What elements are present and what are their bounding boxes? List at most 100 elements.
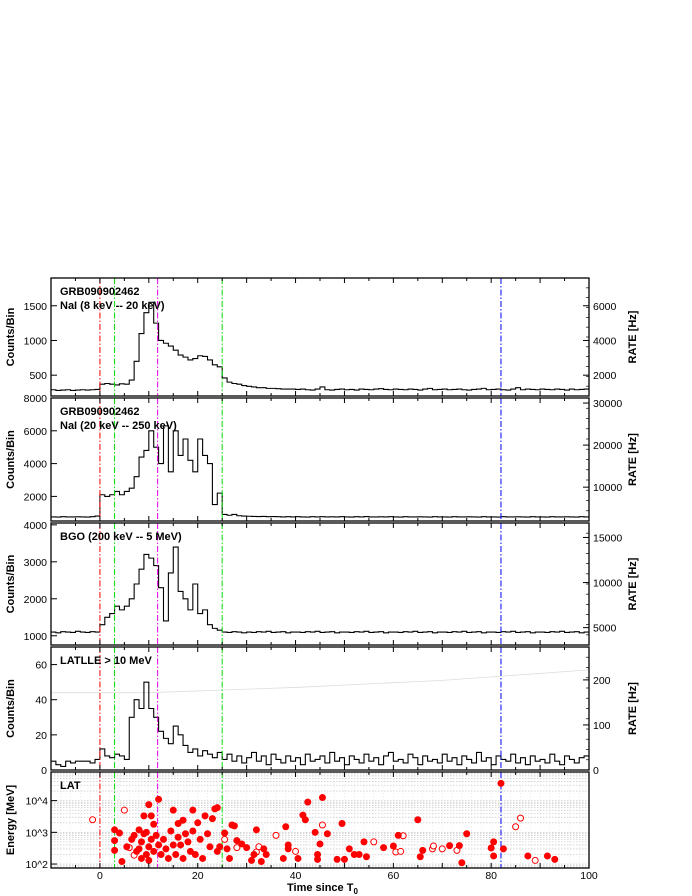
rate-tick-label: 30000 — [593, 398, 622, 410]
rate-tick-label: 4000 — [593, 335, 617, 347]
x-tick-label: 100 — [580, 870, 598, 882]
lat-event — [179, 816, 187, 824]
lat-event — [233, 837, 241, 845]
y-axis-label: Energy [MeV] — [5, 785, 17, 856]
lat-event — [155, 841, 163, 849]
lat-event — [182, 830, 189, 838]
lat-event — [137, 838, 145, 846]
y-tick-label: 10^4 — [26, 796, 49, 808]
y-tick-label: 40 — [35, 695, 47, 707]
lat-event — [169, 806, 177, 814]
right-axis-label: RATE [Hz] — [627, 310, 639, 363]
lat-event — [118, 858, 126, 866]
right-axis-label: RATE [Hz] — [627, 433, 639, 486]
lat-event — [206, 843, 214, 851]
lat-event — [355, 850, 363, 858]
lat-event — [191, 850, 199, 858]
lat-event — [316, 840, 324, 848]
lat-event — [167, 827, 175, 835]
lat-event — [250, 850, 258, 858]
lat-event — [123, 843, 131, 851]
lat-event — [189, 806, 197, 814]
lat-event-open — [89, 816, 97, 824]
lat-event — [318, 794, 326, 802]
x-axis-label-main: Time since T — [287, 882, 354, 894]
y-tick-label: 2000 — [24, 594, 48, 606]
panel-title: BGO (200 keV -- 5 MeV) — [60, 531, 182, 543]
lat-event — [147, 835, 155, 843]
lat-event — [213, 804, 221, 812]
lat-event — [338, 819, 346, 827]
rate-tick-label: 5000 — [593, 623, 617, 635]
lat-event — [279, 854, 287, 862]
lat-event — [419, 846, 427, 854]
rate-tick-label: 15000 — [593, 532, 622, 544]
lat-event — [196, 835, 204, 843]
y-tick-label: 500 — [29, 370, 47, 382]
lat-event — [455, 842, 463, 850]
lat-event-open — [318, 821, 326, 829]
x-tick-label: 40 — [290, 870, 302, 882]
lat-event — [282, 823, 290, 831]
rate-tick-label: 6000 — [593, 301, 617, 313]
lat-event — [150, 847, 158, 855]
light-curve — [51, 301, 589, 391]
lat-event — [145, 843, 153, 851]
panel-title: LATLLE > 10 MeV — [60, 655, 152, 667]
lat-event — [135, 826, 143, 834]
lat-event — [145, 801, 153, 809]
lat-event — [360, 838, 368, 846]
lat-event — [414, 816, 422, 824]
lat-event — [189, 827, 197, 835]
lat-event — [238, 840, 246, 848]
lat-event — [201, 812, 209, 820]
y-tick-label: 1000 — [24, 335, 48, 347]
lat-event — [524, 852, 532, 860]
lat-event — [164, 854, 172, 862]
lat-event — [362, 853, 370, 861]
lat-event — [543, 852, 551, 860]
lat-event — [284, 845, 292, 853]
lat-event-open — [517, 814, 525, 822]
lat-event — [394, 831, 402, 839]
lat-event — [147, 812, 155, 820]
y-tick-label: 4000 — [24, 459, 48, 471]
lat-event — [111, 837, 119, 845]
lat-event — [174, 819, 182, 827]
lat-event — [490, 838, 498, 846]
lat-event — [345, 845, 353, 853]
lat-event — [487, 844, 495, 852]
rate-tick-label: 0 — [593, 765, 599, 777]
x-tick-label: 0 — [97, 870, 103, 882]
lat-event — [157, 850, 165, 858]
light-curve — [51, 681, 589, 768]
lat-event — [458, 859, 466, 867]
lat-event — [463, 830, 471, 838]
lat-event — [248, 856, 256, 864]
y-tick-label: 4000 — [24, 520, 48, 532]
lat-event — [137, 854, 145, 862]
x-axis-label-subscript: 0 — [353, 887, 358, 896]
lat-event — [304, 798, 312, 806]
lat-event — [260, 845, 268, 853]
lat-event-open — [370, 838, 378, 846]
y-tick-label: 6000 — [24, 426, 48, 438]
lat-event — [159, 835, 167, 843]
lat-event — [257, 858, 265, 866]
lat-event — [243, 844, 251, 852]
y-tick-label: 1500 — [24, 301, 48, 313]
lat-event — [194, 819, 202, 827]
lat-event — [208, 815, 216, 823]
panel-2: 1000 2000 3000 4000 5000 10000 15000 RATE [Hz] C… — [5, 520, 639, 646]
y-tick-label: 2000 — [24, 491, 48, 503]
lat-event — [177, 841, 185, 849]
lat-event — [340, 855, 348, 863]
lat-event — [497, 779, 505, 787]
rate-tick-label: 200 — [593, 675, 611, 687]
lat-event — [140, 812, 148, 820]
rate-tick-label: 10000 — [593, 482, 622, 494]
lat-event — [130, 831, 138, 839]
lat-event — [389, 842, 397, 850]
lat-event — [216, 843, 224, 851]
lat-event-open — [120, 806, 128, 814]
